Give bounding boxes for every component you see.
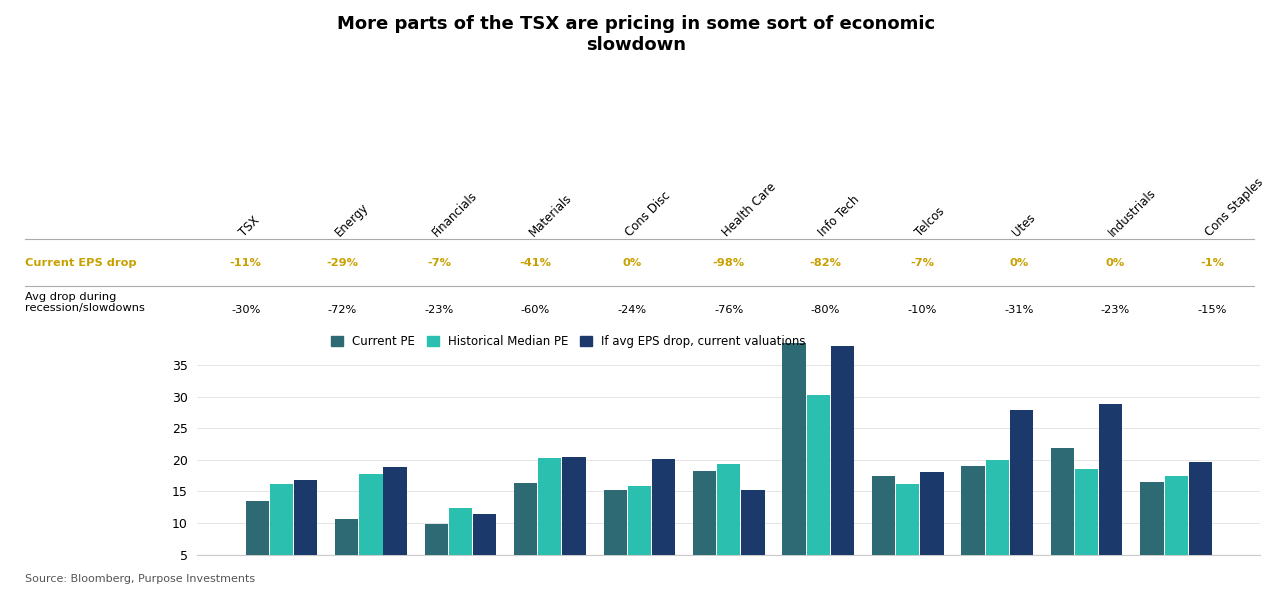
- Bar: [1076, 469, 1099, 586]
- Bar: [1141, 482, 1164, 586]
- Bar: [246, 501, 269, 586]
- Bar: [783, 343, 806, 586]
- Text: -82%: -82%: [810, 258, 841, 267]
- Text: -80%: -80%: [811, 305, 840, 314]
- Text: Cons Staples: Cons Staples: [1203, 176, 1265, 239]
- Text: Telcos: Telcos: [913, 205, 947, 239]
- Bar: [1099, 404, 1123, 586]
- Text: -98%: -98%: [713, 258, 745, 267]
- Bar: [1009, 410, 1032, 586]
- Text: -11%: -11%: [229, 258, 261, 267]
- Text: Health Care: Health Care: [719, 180, 778, 239]
- Bar: [514, 483, 537, 586]
- Text: -23%: -23%: [424, 305, 453, 314]
- Bar: [270, 484, 293, 586]
- Text: 0%: 0%: [622, 258, 642, 267]
- Text: Info Tech: Info Tech: [816, 193, 862, 239]
- Legend: Current PE, Historical Median PE, If avg EPS drop, current valuations: Current PE, Historical Median PE, If avg…: [331, 335, 806, 348]
- Text: 0%: 0%: [1009, 258, 1029, 267]
- Bar: [628, 486, 651, 586]
- Text: Energy: Energy: [334, 201, 372, 239]
- Bar: [603, 490, 626, 586]
- Text: -23%: -23%: [1101, 305, 1130, 314]
- Bar: [335, 519, 359, 586]
- Bar: [449, 508, 472, 586]
- Bar: [896, 484, 919, 586]
- Bar: [472, 513, 496, 586]
- Text: Source: Bloomberg, Purpose Investments: Source: Bloomberg, Purpose Investments: [25, 574, 256, 584]
- Text: -29%: -29%: [326, 258, 358, 267]
- Bar: [359, 474, 382, 586]
- Text: More parts of the TSX are pricing in some sort of economic
slowdown: More parts of the TSX are pricing in som…: [337, 15, 936, 54]
- Bar: [1165, 476, 1188, 586]
- Bar: [693, 471, 717, 586]
- Bar: [1051, 448, 1074, 586]
- Bar: [538, 458, 561, 586]
- Bar: [383, 467, 406, 586]
- Bar: [831, 346, 854, 586]
- Bar: [563, 457, 586, 586]
- Text: -41%: -41%: [519, 258, 551, 267]
- Text: TSX: TSX: [237, 214, 262, 239]
- Bar: [985, 460, 1008, 586]
- Text: -7%: -7%: [910, 258, 934, 267]
- Text: -31%: -31%: [1004, 305, 1034, 314]
- Text: -30%: -30%: [230, 305, 260, 314]
- Bar: [741, 490, 765, 586]
- Text: -10%: -10%: [908, 305, 937, 314]
- Bar: [294, 480, 317, 586]
- Bar: [652, 458, 675, 586]
- Text: Financials: Financials: [430, 189, 480, 239]
- Text: Utes: Utes: [1009, 211, 1037, 239]
- Text: -72%: -72%: [327, 305, 356, 314]
- Text: Current EPS drop: Current EPS drop: [25, 258, 137, 267]
- Bar: [920, 473, 943, 586]
- Text: -76%: -76%: [714, 305, 743, 314]
- Text: -60%: -60%: [521, 305, 550, 314]
- Bar: [961, 466, 985, 586]
- Text: -24%: -24%: [617, 305, 647, 314]
- Text: Avg drop during
recession/slowdowns: Avg drop during recession/slowdowns: [25, 292, 145, 313]
- Text: Industrials: Industrials: [1106, 186, 1160, 239]
- Text: Cons Disc: Cons Disc: [622, 189, 673, 239]
- Text: -15%: -15%: [1198, 305, 1227, 314]
- Bar: [807, 395, 830, 586]
- Text: -1%: -1%: [1200, 258, 1223, 267]
- Text: Materials: Materials: [526, 191, 574, 239]
- Bar: [425, 524, 448, 586]
- Bar: [717, 464, 741, 586]
- Text: 0%: 0%: [1106, 258, 1125, 267]
- Bar: [872, 476, 895, 586]
- Bar: [1189, 463, 1212, 586]
- Text: -7%: -7%: [426, 258, 451, 267]
